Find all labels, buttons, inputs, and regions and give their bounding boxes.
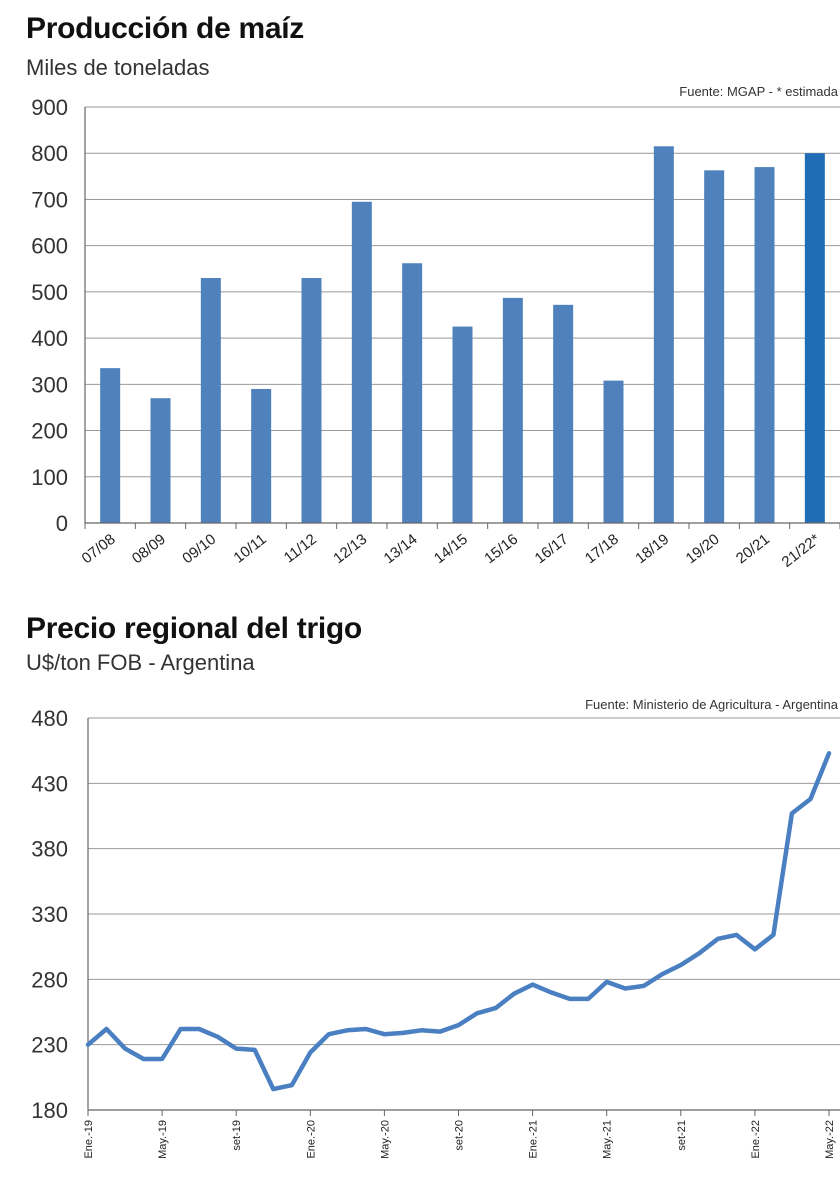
bar-10/11 xyxy=(251,388,272,523)
bar-xtick-label: 08/09 xyxy=(129,531,169,568)
chart1-subtitle: Miles de toneladas xyxy=(26,55,210,80)
bar-15/16 xyxy=(502,297,523,523)
bar-16/17 xyxy=(553,304,574,523)
line-ytick-label: 380 xyxy=(31,837,68,862)
bar-xtick-label: 15/16 xyxy=(481,531,521,568)
bar-xtick-label: 17/18 xyxy=(582,531,622,568)
bar-xtick-label: 07/08 xyxy=(79,531,119,568)
line-ytick-label: 280 xyxy=(31,967,68,992)
bar-07/08 xyxy=(100,368,121,523)
bar-ytick-label: 200 xyxy=(31,419,68,444)
line-xtick-label: May.-19 xyxy=(157,1120,169,1159)
bar-xtick-label: 21/22* xyxy=(779,531,824,571)
bar-ytick-label: 100 xyxy=(31,465,68,490)
bar-xtick-label: 12/13 xyxy=(330,531,370,568)
bar-ytick-label: 900 xyxy=(31,95,68,120)
bar-14/15 xyxy=(452,326,473,523)
line-ytick-label: 330 xyxy=(31,902,68,927)
bar-08/09 xyxy=(150,398,171,523)
chart1-title: Producción de maíz xyxy=(26,12,304,45)
line-xtick-label: Ene.-22 xyxy=(750,1120,762,1159)
chart2-source: Fuente: Ministerio de Agricultura - Arge… xyxy=(585,697,838,712)
line-xtick-label: May.-21 xyxy=(602,1120,614,1159)
line-xtick-label: May.-22 xyxy=(824,1120,836,1159)
line-xtick-label: set-21 xyxy=(676,1120,688,1151)
line-xtick-label: Ene.-19 xyxy=(83,1120,95,1159)
line-chart-wheat-price: 180 230 280 330 380 430 480 Ene.-19 May.-19 set-1… xyxy=(31,706,840,1159)
wheat-price-line xyxy=(85,751,832,1092)
bar-ytick-label: 300 xyxy=(31,372,68,397)
line-ytick-label: 430 xyxy=(31,771,68,796)
bar-xtick-label: 19/20 xyxy=(683,531,723,568)
line-ytick-label: 180 xyxy=(31,1098,68,1123)
bar-xtick-label: 11/12 xyxy=(281,531,320,567)
bar-12/13 xyxy=(351,201,372,523)
bar-ytick-label: 600 xyxy=(31,234,68,259)
bar-ytick-label: 700 xyxy=(31,187,68,212)
chart2-subtitle: U$/ton FOB - Argentina xyxy=(26,650,255,675)
bar-17/18 xyxy=(603,380,624,523)
line-xtick-label: May.-20 xyxy=(379,1120,391,1159)
bar-chart-production: 0 100 200 300 400 500 600 700 800 900 07/08 08/09 09… xyxy=(31,95,840,571)
bar-xtick-label: 10/11 xyxy=(230,531,269,567)
bar-19/20 xyxy=(704,170,725,523)
bar-ytick-label: 0 xyxy=(56,511,68,536)
bar-xtick-label: 16/17 xyxy=(532,531,572,568)
chart1-source: Fuente: MGAP - * estimada xyxy=(679,84,838,99)
bar-ytick-label: 800 xyxy=(31,141,68,166)
bar-ytick-label: 400 xyxy=(31,326,68,351)
bar-xtick-label: 20/21 xyxy=(733,531,773,568)
bar-xtick-label: 09/10 xyxy=(179,531,219,568)
line-xtick-label: set-19 xyxy=(231,1120,243,1151)
bar-20/21 xyxy=(754,167,775,524)
bar-13/14 xyxy=(402,263,423,523)
bar-ytick-label: 500 xyxy=(31,280,68,305)
bar-xtick-label: 18/19 xyxy=(632,531,672,568)
line-xtick-label: Ene.-21 xyxy=(528,1120,540,1159)
bar-xtick-label: 14/15 xyxy=(431,531,471,568)
line-xtick-label: Ene.-20 xyxy=(305,1120,317,1159)
line-ytick-label: 480 xyxy=(31,706,68,731)
bar-21/22* xyxy=(804,153,825,523)
bar-xtick-label: 13/14 xyxy=(381,531,421,568)
chart2-title: Precio regional del trigo xyxy=(26,612,362,645)
line-xtick-label: set-20 xyxy=(454,1120,466,1151)
line-ytick-label: 230 xyxy=(31,1033,68,1058)
bar-09/10 xyxy=(200,278,221,523)
bar-18/19 xyxy=(653,146,674,524)
bar-11/12 xyxy=(301,278,322,523)
